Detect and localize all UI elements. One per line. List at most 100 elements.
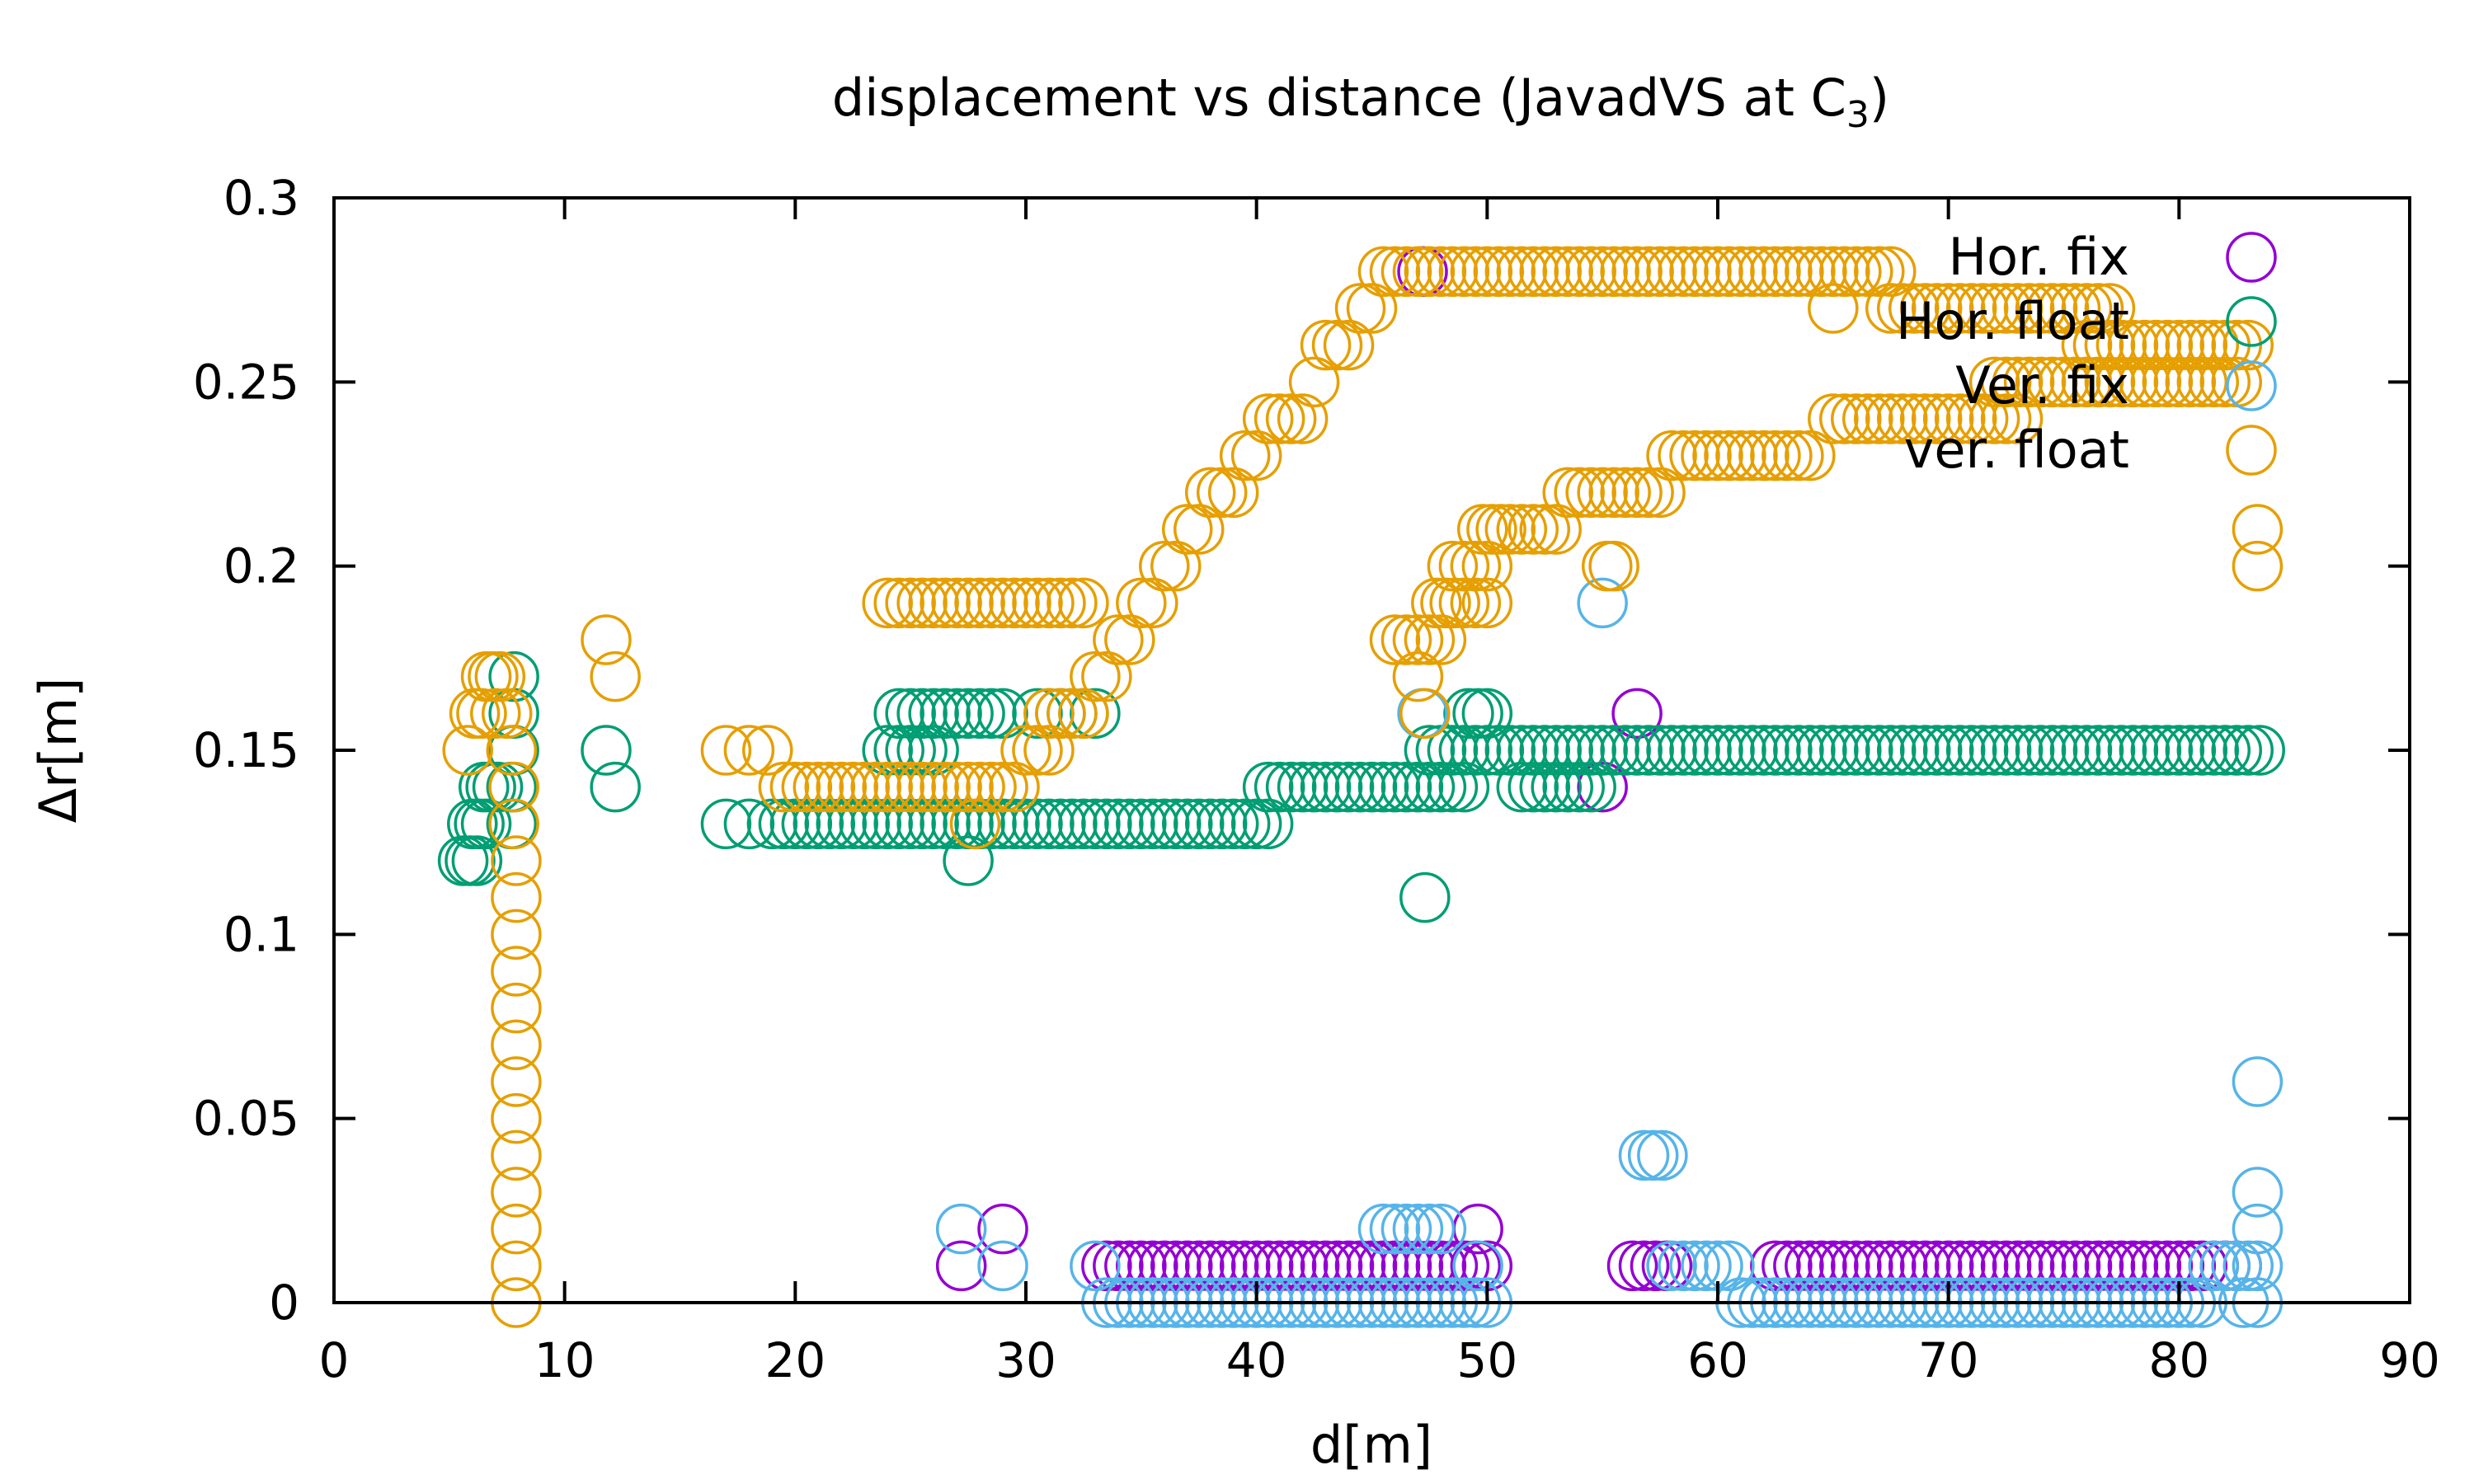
data-point [1174,798,1225,850]
data-point [1427,540,1479,592]
data-point [2107,725,2159,776]
data-point [885,725,936,776]
data-point [1531,725,1582,776]
data-point [1242,798,1294,850]
data-point [1288,356,1340,408]
data-point [943,577,994,629]
data-point [1911,283,1963,334]
data-point [1484,725,1536,776]
data-point [1150,798,1202,850]
data-point [491,1203,542,1255]
data-point [1831,246,1882,298]
data-point [1658,725,1709,776]
data-point [908,725,959,776]
data-point [723,725,775,776]
data-point [2095,1240,2147,1292]
data-point [1023,688,1075,740]
data-point [1808,246,1859,298]
data-point [1577,246,1628,298]
data-point [1334,283,1386,334]
data-point [920,577,971,629]
data-point [931,688,982,740]
data-point [1980,393,2032,444]
x-tick-label: 70 [1918,1332,1979,1388]
x-tick-label: 30 [995,1332,1056,1388]
data-point [1992,356,2044,408]
data-point [1980,356,2032,408]
data-point [1992,283,2044,334]
y-tick-label: 0.25 [193,354,299,410]
data-point [935,1240,987,1292]
data-point [1992,725,2044,776]
y-tick-label: 0.05 [193,1091,299,1147]
data-point [2176,356,2228,408]
data-point [1715,430,1766,481]
data-point [2153,319,2205,371]
data-point [966,577,1017,629]
data-point [1277,393,1329,444]
data-point [1070,650,1121,702]
data-point [1415,761,1467,813]
data-point [896,688,948,740]
data-point [1934,283,1986,334]
data-point [920,798,971,850]
data-point [1588,246,1639,298]
data-point [1023,798,1075,850]
data-point [1242,1240,1294,1292]
data-point [1369,1240,1421,1292]
data-point [1404,614,1456,665]
data-point [2130,319,2182,371]
data-point [1796,246,1847,298]
data-point [1968,725,2020,776]
data-point [1404,725,1456,776]
data-point [1600,467,1651,519]
data-point [700,725,752,776]
data-point [2142,725,2194,776]
data-point [1012,798,1063,850]
data-point [1438,246,1490,298]
data-point [1945,725,1997,776]
data-point [1288,1240,1340,1292]
data-point [1404,246,1456,298]
data-point [1842,246,1893,298]
data-point [1623,467,1674,519]
x-tick-label: 50 [1456,1332,1517,1388]
data-point [1577,577,1628,629]
data-point [1466,504,1517,555]
data-point [1392,650,1444,702]
data-point [1081,798,1132,850]
data-point [1023,577,1075,629]
series-4 [442,246,2284,1328]
data-point [1865,283,1917,334]
data-point [2153,356,2205,408]
x-tick-label: 80 [2148,1332,2209,1388]
data-point [1565,246,1616,298]
data-point [1219,1240,1271,1292]
data-point [1658,430,1709,481]
data-point [1618,1240,1670,1292]
data-point [1934,1240,1986,1292]
data-point [1899,725,1951,776]
data-point [1452,1240,1503,1292]
data-point [816,798,868,850]
data-point [954,688,1005,740]
data-point [977,1203,1028,1255]
data-point [1484,246,1536,298]
data-point [1162,1240,1213,1292]
data-point [1630,1240,1681,1292]
data-point [1253,393,1305,444]
data-point [2072,1240,2124,1292]
data-point [1219,430,1271,481]
data-point [1957,725,2009,776]
data-point [1404,761,1456,813]
data-point [769,798,821,850]
data-point [896,798,948,850]
data-point [1116,1240,1167,1292]
data-point [2232,540,2284,592]
data-point [2188,725,2240,776]
data-point [1808,393,1859,444]
data-point [1300,319,1352,371]
data-point [1035,577,1086,629]
data-point [1819,725,1870,776]
